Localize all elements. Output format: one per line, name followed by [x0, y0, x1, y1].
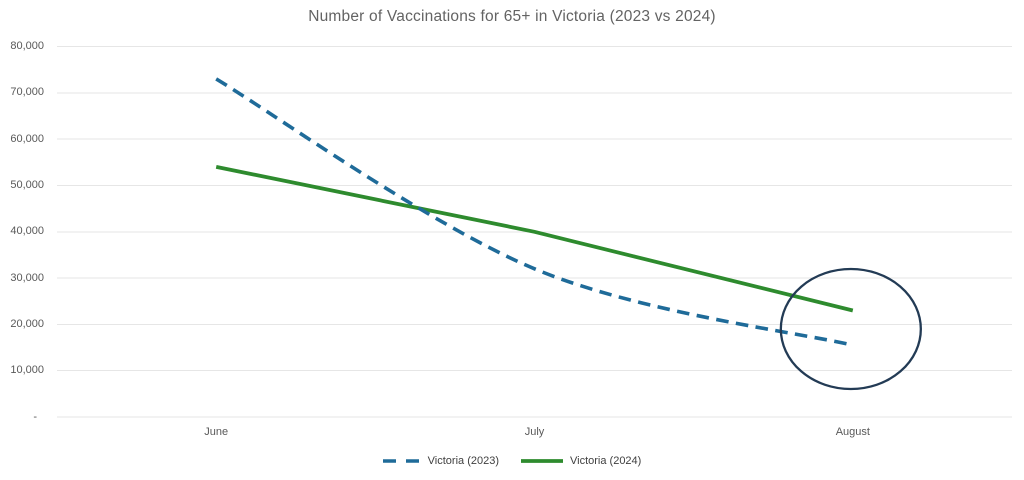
- y-tick-label: 10,000: [10, 364, 44, 377]
- y-tick-label: 50,000: [10, 178, 44, 191]
- legend-item-victoria-2024: Victoria (2024): [521, 455, 641, 467]
- highlight-circle-annotation: [779, 267, 922, 391]
- solid-line-swatch-icon: [521, 459, 563, 463]
- y-tick-label: -: [33, 410, 37, 423]
- legend-item-victoria-2023: Victoria (2023): [382, 455, 499, 467]
- series-line-victoria-2024-: [215, 165, 854, 313]
- y-tick-label: 80,000: [10, 40, 44, 52]
- legend-label-victoria-2024: Victoria (2024): [570, 455, 642, 467]
- dashed-line-swatch-icon: [382, 459, 421, 463]
- x-tick-label-august: August: [835, 426, 870, 438]
- legend: Victoria (2023) Victoria (2024): [0, 455, 1024, 467]
- y-tick-label: 40,000: [10, 225, 44, 238]
- chart-title: Number of Vaccinations for 65+ in Victor…: [308, 8, 716, 25]
- x-tick-label-july: July: [524, 426, 545, 438]
- y-tick-label: 60,000: [10, 132, 44, 145]
- series-line-victoria-2023-: [215, 77, 854, 347]
- legend-label-victoria-2023: Victoria (2023): [427, 455, 499, 467]
- y-tick-label: 30,000: [10, 271, 44, 284]
- y-tick-label: 70,000: [10, 86, 44, 99]
- y-tick-label: 20,000: [10, 317, 44, 330]
- x-tick-label-june: June: [204, 426, 229, 438]
